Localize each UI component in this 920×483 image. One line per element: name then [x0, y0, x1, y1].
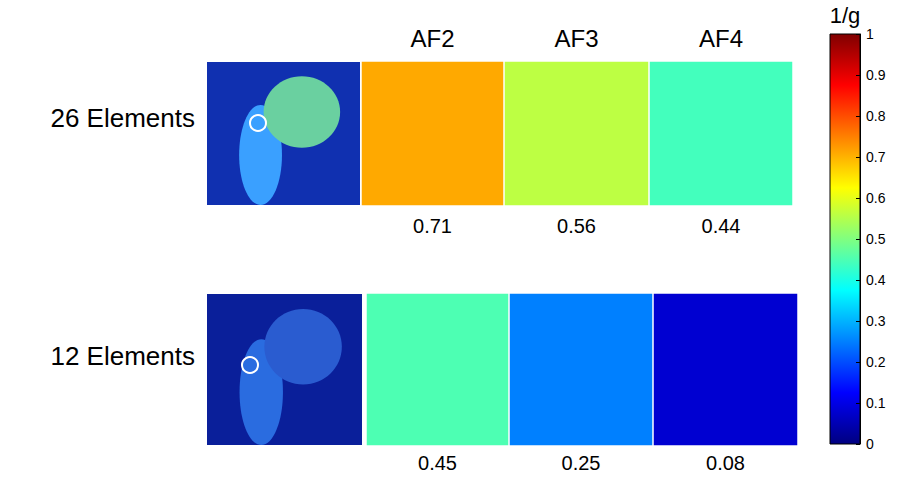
svg-text:0.4: 0.4 — [866, 272, 886, 288]
svg-text:0.7: 0.7 — [866, 149, 886, 165]
svg-text:0.2: 0.2 — [866, 354, 886, 370]
svg-text:0: 0 — [866, 436, 874, 452]
svg-text:AF2: AF2 — [410, 25, 454, 52]
svg-text:1: 1 — [866, 26, 874, 42]
svg-text:0.56: 0.56 — [557, 215, 596, 237]
svg-text:0.9: 0.9 — [866, 67, 886, 83]
svg-text:0.3: 0.3 — [866, 313, 886, 329]
svg-text:0.25: 0.25 — [562, 452, 601, 474]
svg-text:0.8: 0.8 — [866, 108, 886, 124]
svg-text:12 Elements: 12 Elements — [50, 341, 195, 371]
svg-text:0.45: 0.45 — [418, 452, 457, 474]
svg-text:1/g: 1/g — [830, 3, 861, 28]
svg-text:0.5: 0.5 — [866, 231, 886, 247]
svg-text:AF3: AF3 — [554, 25, 598, 52]
svg-text:AF4: AF4 — [699, 25, 743, 52]
svg-text:0.08: 0.08 — [706, 452, 745, 474]
svg-text:0.1: 0.1 — [866, 395, 886, 411]
svg-text:0.71: 0.71 — [413, 215, 452, 237]
svg-text:26 Elements: 26 Elements — [50, 103, 195, 133]
svg-text:0.44: 0.44 — [702, 215, 741, 237]
svg-text:0.6: 0.6 — [866, 190, 886, 206]
